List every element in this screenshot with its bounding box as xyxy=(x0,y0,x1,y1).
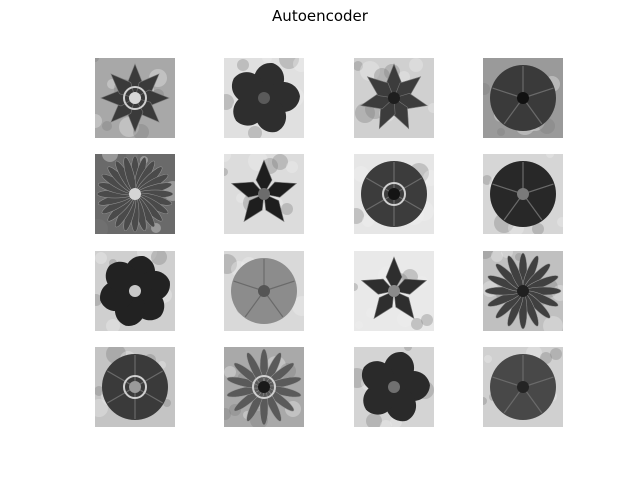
flower-image-14 xyxy=(224,347,304,427)
flower-image-9 xyxy=(95,251,175,331)
flower-image-4 xyxy=(483,58,563,138)
flower-image-10 xyxy=(224,251,304,331)
flower-image-3 xyxy=(354,58,434,138)
figure-title: Autoencoder xyxy=(272,7,368,25)
flower-image-8 xyxy=(483,154,563,234)
flower-image-2 xyxy=(224,58,304,138)
flower-image-11 xyxy=(354,251,434,331)
flower-image-12 xyxy=(483,251,563,331)
flower-image-16 xyxy=(483,347,563,427)
flower-image-13 xyxy=(95,347,175,427)
flower-image-15 xyxy=(354,347,434,427)
flower-image-1 xyxy=(95,58,175,138)
flower-image-7 xyxy=(354,154,434,234)
flower-image-6 xyxy=(224,154,304,234)
flower-image-5 xyxy=(95,154,175,234)
